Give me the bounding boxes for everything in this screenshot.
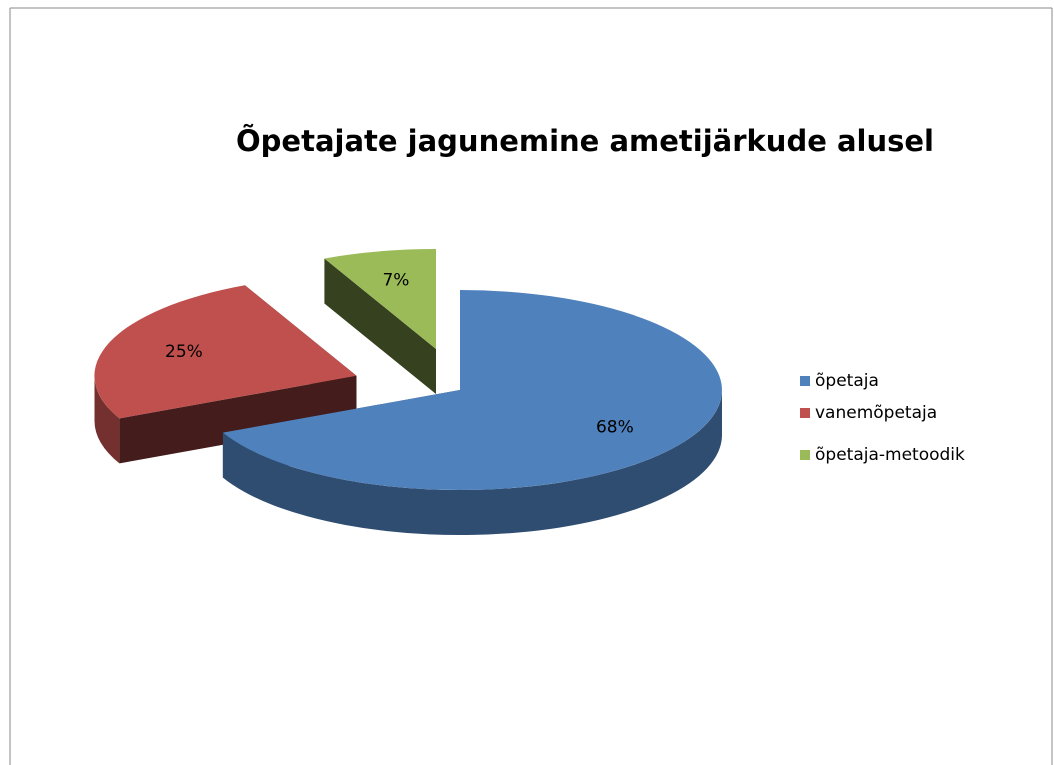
legend-label: õpetaja-metoodik — [815, 445, 965, 465]
data-label: 7% — [382, 271, 409, 291]
legend-label: õpetaja — [815, 371, 879, 391]
slice-face — [119, 375, 357, 464]
data-label: 68% — [596, 418, 634, 438]
slice-side — [222, 390, 722, 536]
chart-title: Õpetajate jagunemine ametijärkude alusel — [236, 124, 934, 158]
slice — [324, 248, 436, 350]
data-label: 25% — [165, 342, 203, 362]
slice — [94, 285, 357, 419]
slice-side — [94, 375, 120, 464]
legend-swatch — [800, 376, 810, 386]
slice — [222, 290, 722, 490]
legend-swatch — [800, 408, 810, 418]
legend-label: vanemõpetaja — [815, 403, 937, 423]
legend-swatch — [800, 450, 810, 460]
slice-face — [324, 258, 436, 395]
